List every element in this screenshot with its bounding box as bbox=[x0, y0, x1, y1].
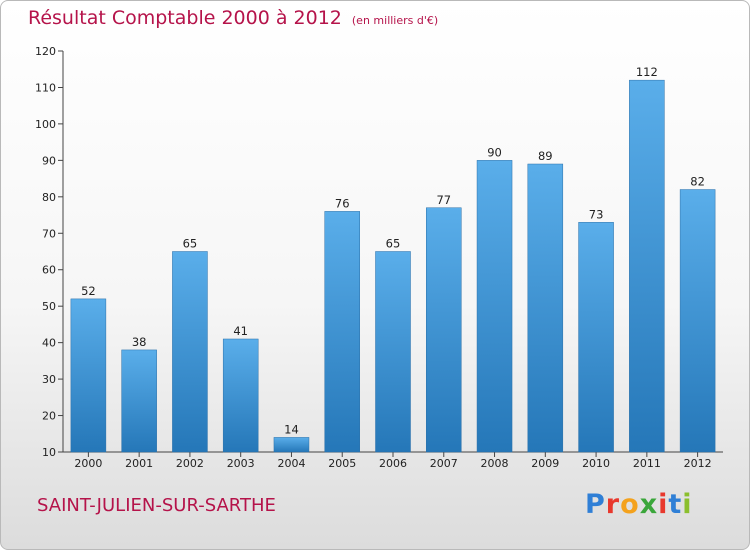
y-tick-label: 120 bbox=[35, 45, 56, 58]
x-tick-label: 2006 bbox=[379, 457, 407, 470]
data-label: 76 bbox=[335, 196, 350, 210]
value-labels: 52 38 65 41 14 76 65 77 90 89 73 112 82 bbox=[81, 65, 705, 436]
bar bbox=[222, 338, 259, 453]
data-label: 73 bbox=[589, 207, 604, 221]
x-tick-label: 2008 bbox=[481, 457, 509, 470]
x-tick-label: 2004 bbox=[277, 457, 305, 470]
bar bbox=[527, 163, 564, 453]
x-tick-label: 2001 bbox=[125, 457, 153, 470]
y-tick-label: 40 bbox=[42, 337, 56, 350]
chart-title-text: Résultat Comptable 2000 à 2012 bbox=[28, 7, 342, 29]
data-label: 82 bbox=[690, 175, 705, 189]
data-label: 89 bbox=[538, 149, 553, 163]
logo-letter: t bbox=[668, 489, 683, 520]
y-tick-label: 50 bbox=[42, 300, 56, 313]
data-label: 38 bbox=[132, 335, 147, 349]
x-tick-label: 2005 bbox=[328, 457, 356, 470]
x-tick-label: 2012 bbox=[684, 457, 712, 470]
y-tick-label: 110 bbox=[35, 81, 56, 94]
chart-unit: (en milliers d'€) bbox=[351, 14, 439, 27]
logo-letter: r bbox=[605, 489, 621, 520]
data-label: 65 bbox=[386, 237, 401, 251]
logo-letter: i bbox=[682, 489, 693, 520]
x-tick-label: 2011 bbox=[633, 457, 661, 470]
bar bbox=[679, 189, 716, 453]
logo-letter: x bbox=[639, 489, 659, 520]
y-tick-label: 60 bbox=[42, 264, 56, 277]
data-label: 112 bbox=[636, 65, 658, 79]
data-label: 90 bbox=[487, 145, 502, 159]
bar bbox=[273, 437, 310, 453]
bar bbox=[578, 222, 614, 453]
x-tick-label: 2000 bbox=[74, 457, 102, 470]
x-tick-label: 2003 bbox=[227, 457, 255, 470]
chart-title: Résultat Comptable 2000 à 2012 (en millie… bbox=[28, 7, 438, 29]
proxiti-logo: Proxiti bbox=[585, 489, 693, 520]
y-tick-label: 100 bbox=[35, 118, 56, 131]
y-tick-label: 30 bbox=[42, 373, 56, 386]
logo-letter: P bbox=[585, 489, 606, 520]
data-label: 41 bbox=[233, 324, 248, 338]
bar bbox=[70, 298, 107, 453]
bar bbox=[629, 79, 665, 453]
bar bbox=[324, 211, 360, 453]
x-tick-label: 2007 bbox=[430, 457, 458, 470]
location-name: SAINT-JULIEN-SUR-SARTHE bbox=[37, 495, 276, 516]
bars bbox=[70, 79, 716, 453]
y-tick-label: 70 bbox=[42, 227, 56, 240]
logo-letter: i bbox=[658, 489, 669, 520]
logo-letter: o bbox=[620, 489, 640, 520]
y-tick-label: 10 bbox=[42, 446, 56, 459]
bar bbox=[375, 251, 411, 453]
x-tick-label: 2010 bbox=[582, 457, 610, 470]
data-label: 52 bbox=[81, 284, 96, 298]
x-tick-label: 2009 bbox=[531, 457, 559, 470]
data-label: 77 bbox=[436, 193, 451, 207]
y-tick-label: 20 bbox=[42, 410, 56, 423]
y-tick-label: 80 bbox=[42, 191, 56, 204]
data-label: 14 bbox=[284, 422, 299, 436]
bar bbox=[172, 251, 208, 453]
y-tick-label: 90 bbox=[42, 154, 56, 167]
bar bbox=[121, 349, 157, 453]
data-label: 65 bbox=[183, 237, 198, 251]
bar bbox=[426, 207, 462, 453]
x-tick-label: 2002 bbox=[176, 457, 204, 470]
bar bbox=[476, 160, 513, 453]
